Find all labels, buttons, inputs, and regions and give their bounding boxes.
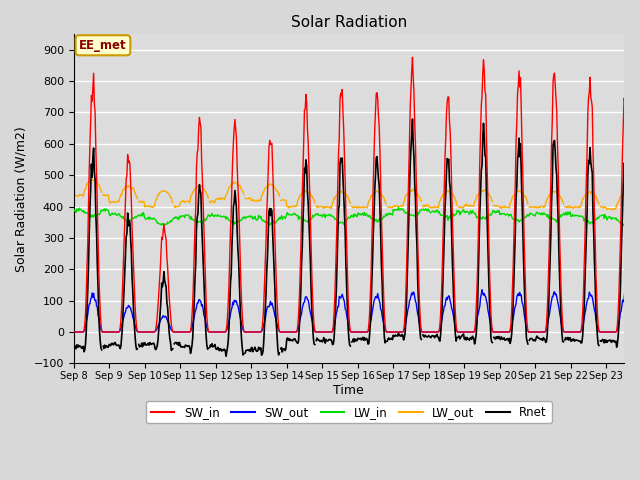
Text: EE_met: EE_met [79, 39, 127, 52]
Legend: SW_in, SW_out, LW_in, LW_out, Rnet: SW_in, SW_out, LW_in, LW_out, Rnet [146, 401, 552, 423]
Title: Solar Radiation: Solar Radiation [291, 15, 407, 30]
X-axis label: Time: Time [333, 384, 364, 397]
Y-axis label: Solar Radiation (W/m2): Solar Radiation (W/m2) [15, 126, 28, 272]
